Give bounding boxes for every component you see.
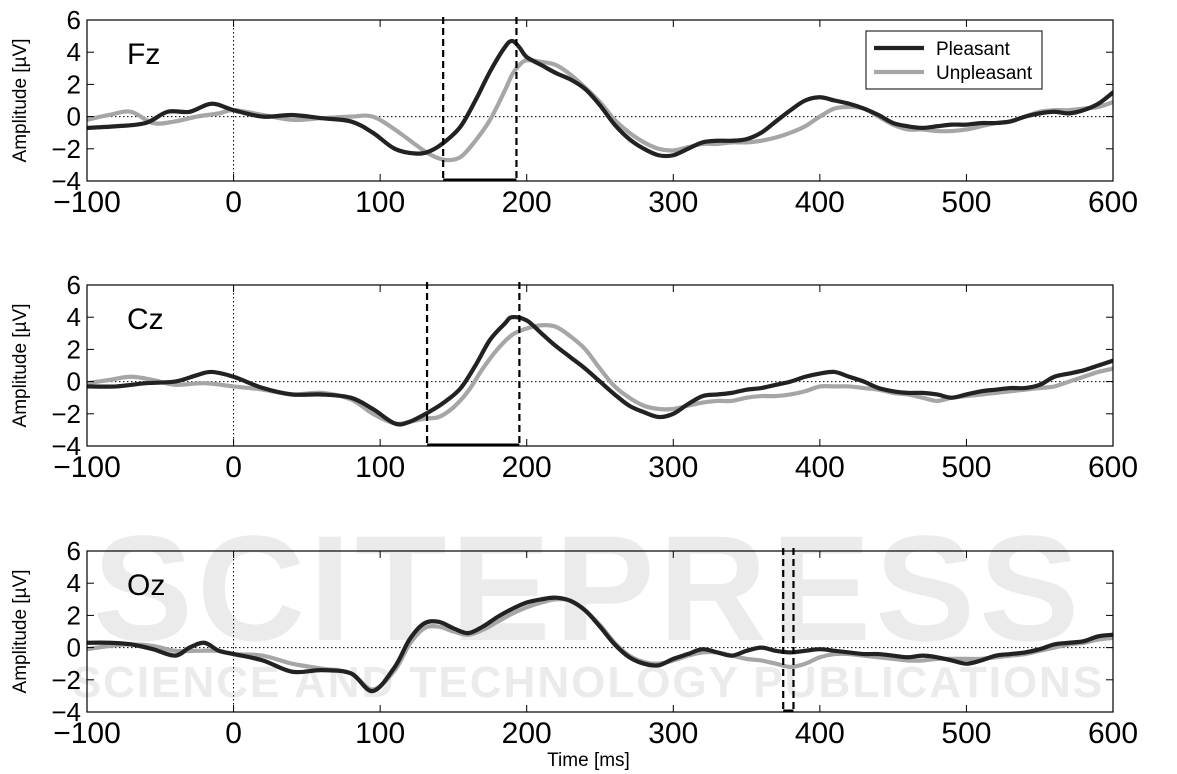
y-tick-label: −4	[51, 431, 81, 461]
watermark-main: SCITEPRESS	[93, 504, 1083, 672]
y-tick-label: 2	[67, 600, 81, 630]
y-tick-label: 0	[67, 633, 81, 663]
y-tick-label: −2	[51, 399, 81, 429]
x-tick-label: −100	[53, 186, 121, 219]
x-tick-label: 300	[648, 717, 698, 750]
x-axis-label: Time [ms]	[547, 750, 630, 771]
x-tick-label: 300	[648, 451, 698, 484]
x-tick-label: −100	[53, 451, 121, 484]
panel-oz: −100 0 100 200 300 400 500 600−4−20246Amplitude…	[10, 536, 1138, 750]
x-tick-label: 0	[225, 717, 242, 750]
y-tick-label: 4	[67, 568, 81, 598]
y-tick-label: 6	[67, 5, 81, 35]
panel-cz: −100 0 100 200 300 400 500 600−4−20246Amplitude…	[10, 270, 1138, 484]
y-tick-label: −2	[51, 665, 81, 695]
series-line-pleasant	[87, 38, 1113, 159]
x-tick-label: 100	[355, 451, 405, 484]
y-axis-label: Amplitude [µV]	[10, 570, 31, 694]
x-tick-label: 500	[941, 186, 991, 219]
y-axis-label: Amplitude [µV]	[10, 39, 31, 163]
x-tick-label: 400	[795, 451, 845, 484]
y-tick-label: 0	[67, 102, 81, 132]
legend-box	[865, 30, 1043, 90]
x-tick-label: 300	[648, 186, 698, 219]
axes-frame	[86, 284, 1114, 447]
y-tick-label: 0	[67, 367, 81, 397]
legend: Pleasant Unpleasant	[865, 30, 1043, 90]
plots-layer: −100 0 100 200 300 400 500 600−4−20246Amplitude…	[10, 5, 1138, 750]
x-tick-label: 400	[795, 717, 845, 750]
y-tick-label: 6	[67, 270, 81, 300]
y-tick-label: −2	[51, 134, 81, 164]
x-tick-label: 600	[1088, 451, 1138, 484]
panel-fz: −100 0 100 200 300 400 500 600−4−20246Amplitude…	[10, 5, 1138, 219]
y-tick-label: 4	[67, 37, 81, 67]
x-tick-label: 200	[502, 451, 552, 484]
x-tick-label: 500	[941, 717, 991, 750]
y-tick-label: 2	[67, 69, 81, 99]
x-tick-label: −100	[53, 717, 121, 750]
panel-title-oz: Oz	[127, 569, 165, 602]
x-tick-label: 200	[502, 186, 552, 219]
x-tick-label: 0	[225, 186, 242, 219]
x-tick-label: 100	[355, 717, 405, 750]
y-tick-label: 2	[67, 334, 81, 364]
x-tick-label: 200	[502, 717, 552, 750]
legend-label-pleasant: Pleasant	[936, 39, 1011, 60]
y-tick-label: −4	[51, 166, 81, 196]
y-tick-label: 6	[67, 536, 81, 566]
x-tick-label: 400	[795, 186, 845, 219]
panel-title-cz: Cz	[127, 303, 164, 336]
panel-title-fz: Fz	[127, 38, 160, 71]
y-axis-label: Amplitude [µV]	[10, 304, 31, 428]
x-tick-label: 0	[225, 451, 242, 484]
y-tick-label: −4	[51, 697, 81, 727]
x-tick-label: 500	[941, 451, 991, 484]
legend-label-unpleasant: Unpleasant	[936, 63, 1033, 84]
series-line-pleasant	[87, 595, 1113, 694]
series-line-unpleasant	[87, 323, 1113, 426]
x-tick-label: 100	[355, 186, 405, 219]
series-line-pleasant	[87, 314, 1113, 427]
axes-frame	[86, 550, 1114, 713]
x-tick-label: 600	[1088, 717, 1138, 750]
y-tick-label: 4	[67, 302, 81, 332]
watermark-sub: SCIENCE AND TECHNOLOGY PUBLICATIONS	[72, 658, 1104, 707]
axes-frame	[86, 19, 1114, 182]
x-tick-label: 600	[1088, 186, 1138, 219]
